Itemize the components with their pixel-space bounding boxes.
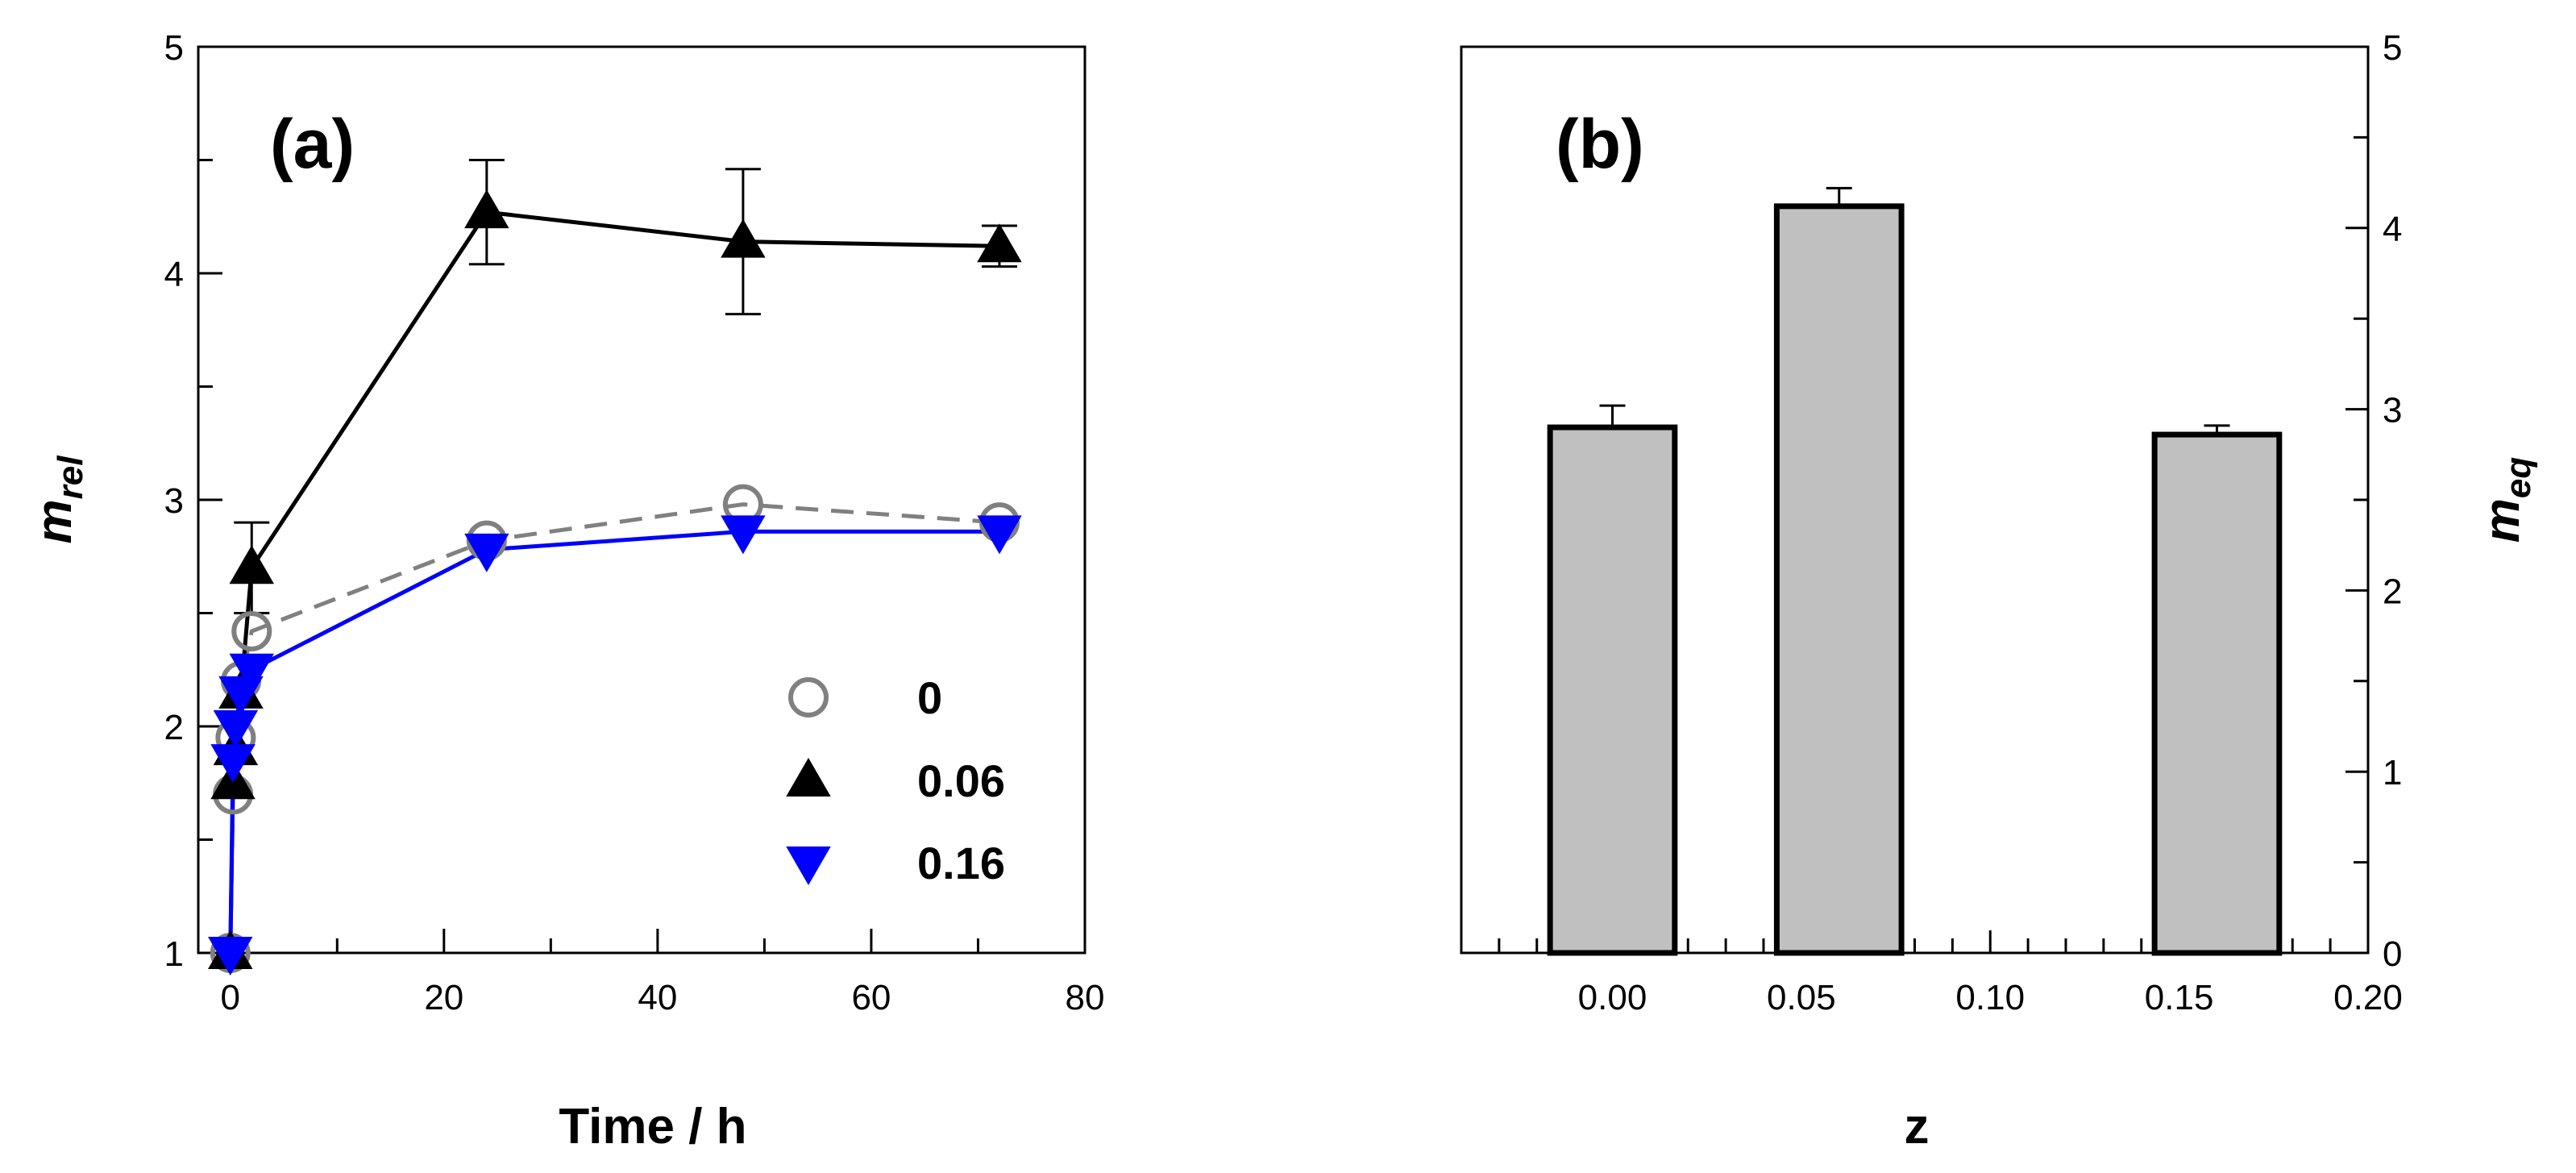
y-tick-label: 5 bbox=[2383, 28, 2402, 68]
x-tick-label: 0.00 bbox=[1578, 978, 1647, 1017]
data-point-series-1 bbox=[229, 545, 274, 584]
bar-2 bbox=[2151, 431, 2283, 956]
y-tick-label: 3 bbox=[164, 481, 184, 521]
panel-a-y-axis-title-main: m bbox=[27, 499, 82, 543]
y-tick-label: 3 bbox=[2383, 391, 2402, 431]
y-tick-label: 2 bbox=[164, 708, 184, 747]
legend-label-1: 0.06 bbox=[917, 755, 1005, 806]
series-line-1 bbox=[228, 210, 1000, 954]
panel-b-y-axis-title: meq bbox=[2474, 457, 2538, 543]
x-tick-label: 0.10 bbox=[1955, 978, 2025, 1017]
x-tick-label: 20 bbox=[424, 978, 463, 1017]
bar-1 bbox=[1773, 203, 1905, 956]
data-point-series-2 bbox=[229, 653, 274, 693]
panel-a-series-lines bbox=[228, 210, 1000, 954]
panel-b-label: (b) bbox=[1556, 106, 1644, 183]
series-line-2 bbox=[228, 529, 999, 954]
x-tick-label: 0.05 bbox=[1767, 978, 1836, 1017]
data-point-series-0 bbox=[231, 610, 272, 651]
x-tick-label: 80 bbox=[1066, 978, 1105, 1017]
y-tick-label: 0 bbox=[2383, 934, 2402, 974]
x-tick-label: 0 bbox=[221, 978, 240, 1017]
data-point-series-2 bbox=[210, 744, 256, 784]
y-tick-label: 4 bbox=[2383, 210, 2402, 249]
data-point-series-2 bbox=[464, 533, 509, 572]
legend-label-2: 0.16 bbox=[917, 838, 1005, 888]
panel-b-y-axis-title-sub: eq bbox=[2499, 457, 2538, 498]
panel-a-label: (a) bbox=[270, 106, 355, 183]
series-line-0 bbox=[228, 502, 1000, 954]
panel-b-x-axis-title: z bbox=[1905, 1099, 1930, 1154]
panel-b-tick-labels: 0.00 0.05 0.10 0.15 0.20 0 1 2 3 4 5 bbox=[1578, 28, 2403, 1017]
data-point-series-1 bbox=[721, 218, 766, 258]
panel-a-line-chart: 0 20 40 60 80 1 2 3 4 5 (a) Time / h mrel 0 0.06 0.… bbox=[27, 28, 1104, 1154]
data-point-series-2 bbox=[213, 710, 259, 749]
x-tick-label: 60 bbox=[851, 978, 891, 1017]
x-tick-label: 0.20 bbox=[2333, 978, 2403, 1017]
data-point-series-1 bbox=[977, 223, 1022, 263]
y-tick-label: 1 bbox=[164, 934, 184, 974]
x-tick-label: 0.15 bbox=[2145, 978, 2214, 1017]
panel-a-markers bbox=[208, 189, 1022, 975]
data-point-series-2 bbox=[208, 937, 253, 975]
y-tick-label: 2 bbox=[2383, 572, 2402, 611]
panel-b-bars bbox=[1547, 186, 2283, 956]
legend-marker-1 bbox=[786, 758, 831, 797]
y-tick-label: 5 bbox=[164, 28, 184, 68]
panel-a-x-axis-title: Time / h bbox=[559, 1099, 746, 1154]
y-tick-label: 4 bbox=[164, 255, 184, 294]
panel-a-legend: 0 0.06 0.16 bbox=[786, 672, 1005, 888]
legend-label-0: 0 bbox=[917, 672, 942, 723]
y-tick-label: 1 bbox=[2383, 753, 2402, 792]
panel-a-y-axis-title-sub: rel bbox=[51, 455, 90, 500]
legend-marker-2 bbox=[786, 846, 831, 885]
panel-b-bar-chart: 0.00 0.05 0.10 0.15 0.20 0 1 2 3 4 5 (b) z meq bbox=[1460, 28, 2538, 1154]
panel-b-y-axis-title-main: m bbox=[2474, 498, 2530, 543]
data-point-series-1 bbox=[464, 189, 509, 229]
bar-0 bbox=[1547, 424, 1678, 956]
panel-a-y-axis-title: mrel bbox=[27, 455, 90, 544]
x-tick-label: 40 bbox=[638, 978, 677, 1017]
legend-marker-0 bbox=[788, 677, 829, 718]
data-point-series-2 bbox=[721, 515, 766, 555]
data-point-series-2 bbox=[977, 515, 1022, 555]
panel-a-tick-labels: 0 20 40 60 80 1 2 3 4 5 bbox=[164, 28, 1105, 1017]
